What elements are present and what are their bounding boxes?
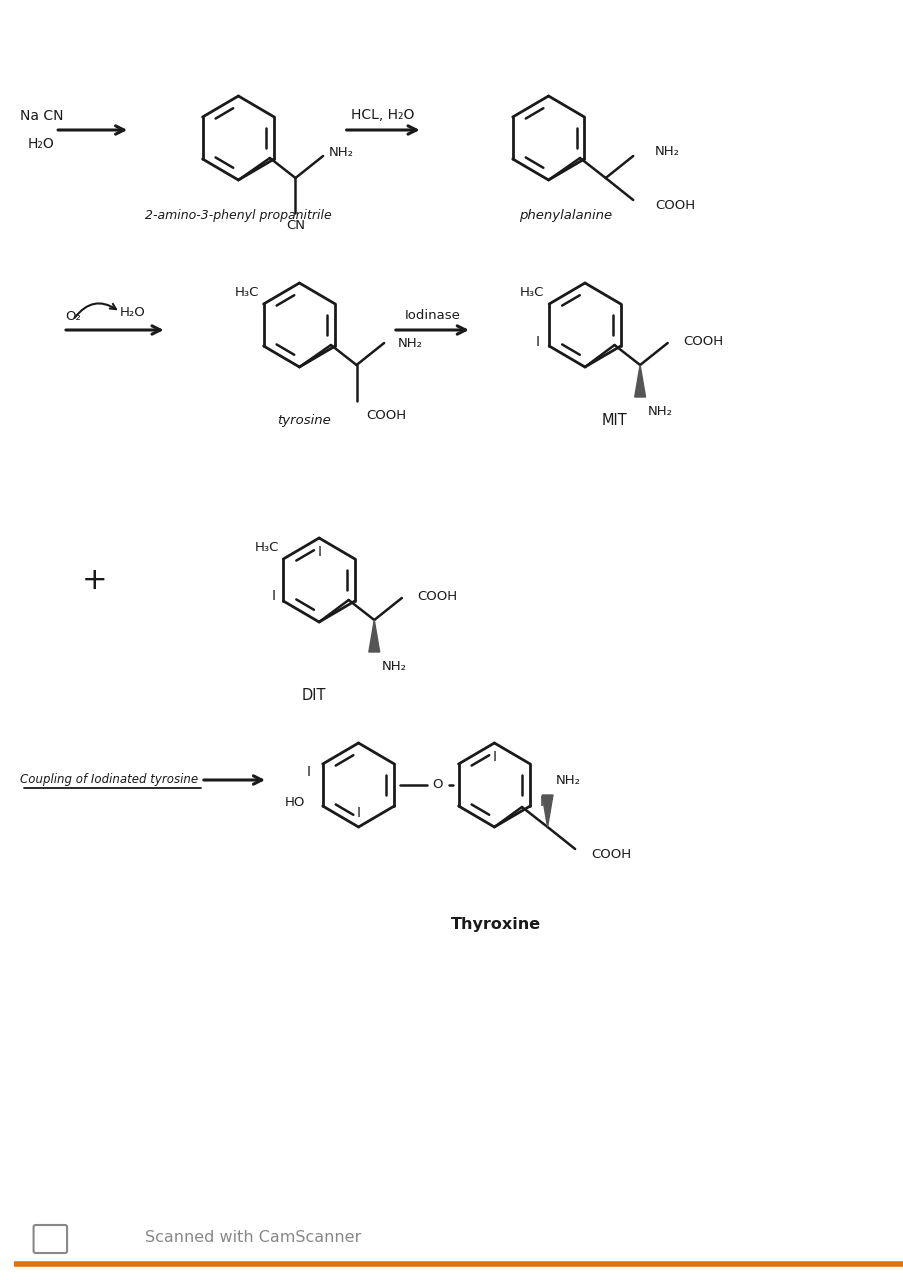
Text: Coupling of Iodinated tyrosine: Coupling of Iodinated tyrosine <box>20 773 199 786</box>
Text: I: I <box>535 335 539 349</box>
Text: NH₂: NH₂ <box>328 146 353 159</box>
Text: H₃C: H₃C <box>519 287 544 300</box>
Text: NH₂: NH₂ <box>647 404 672 417</box>
Text: DIT: DIT <box>302 687 326 703</box>
Text: tyrosine: tyrosine <box>277 413 330 426</box>
Text: I: I <box>492 750 496 764</box>
Text: COOH: COOH <box>366 408 406 421</box>
Text: NH₂: NH₂ <box>554 774 580 787</box>
Text: I: I <box>271 589 275 603</box>
Text: H₃C: H₃C <box>235 287 259 300</box>
Text: MIT: MIT <box>601 412 627 428</box>
Text: I: I <box>317 545 321 559</box>
Text: NH₂: NH₂ <box>382 659 406 672</box>
Text: I: I <box>539 795 544 809</box>
Text: H₂O: H₂O <box>28 137 55 151</box>
Polygon shape <box>542 795 553 827</box>
Text: COOH: COOH <box>683 334 722 347</box>
Text: O₂: O₂ <box>65 310 81 323</box>
Text: HCL, H₂O: HCL, H₂O <box>351 108 414 122</box>
Text: CS: CS <box>40 1231 61 1245</box>
Text: Scanned with CamScanner: Scanned with CamScanner <box>144 1230 360 1245</box>
FancyBboxPatch shape <box>33 1225 67 1253</box>
Polygon shape <box>368 620 379 652</box>
Text: H₃C: H₃C <box>254 541 278 554</box>
Text: H₂O: H₂O <box>120 306 145 319</box>
Text: 2-amino-3-phenyl propanitrile: 2-amino-3-phenyl propanitrile <box>144 209 331 221</box>
Text: NH₂: NH₂ <box>654 145 679 157</box>
Text: Thyroxine: Thyroxine <box>451 918 541 933</box>
Polygon shape <box>634 365 645 397</box>
Text: O: O <box>432 778 442 791</box>
Text: I: I <box>356 806 360 820</box>
Text: Na CN: Na CN <box>20 109 63 123</box>
Text: NH₂: NH₂ <box>397 337 423 349</box>
Text: CN: CN <box>285 219 304 232</box>
Text: COOH: COOH <box>417 590 457 603</box>
Text: Iodinase: Iodinase <box>404 308 460 321</box>
Text: COOH: COOH <box>654 198 694 211</box>
Text: I: I <box>307 765 311 780</box>
Text: HO: HO <box>284 795 304 809</box>
Text: +: + <box>82 566 107 594</box>
Text: phenylalanine: phenylalanine <box>518 209 611 221</box>
Text: COOH: COOH <box>591 849 630 861</box>
